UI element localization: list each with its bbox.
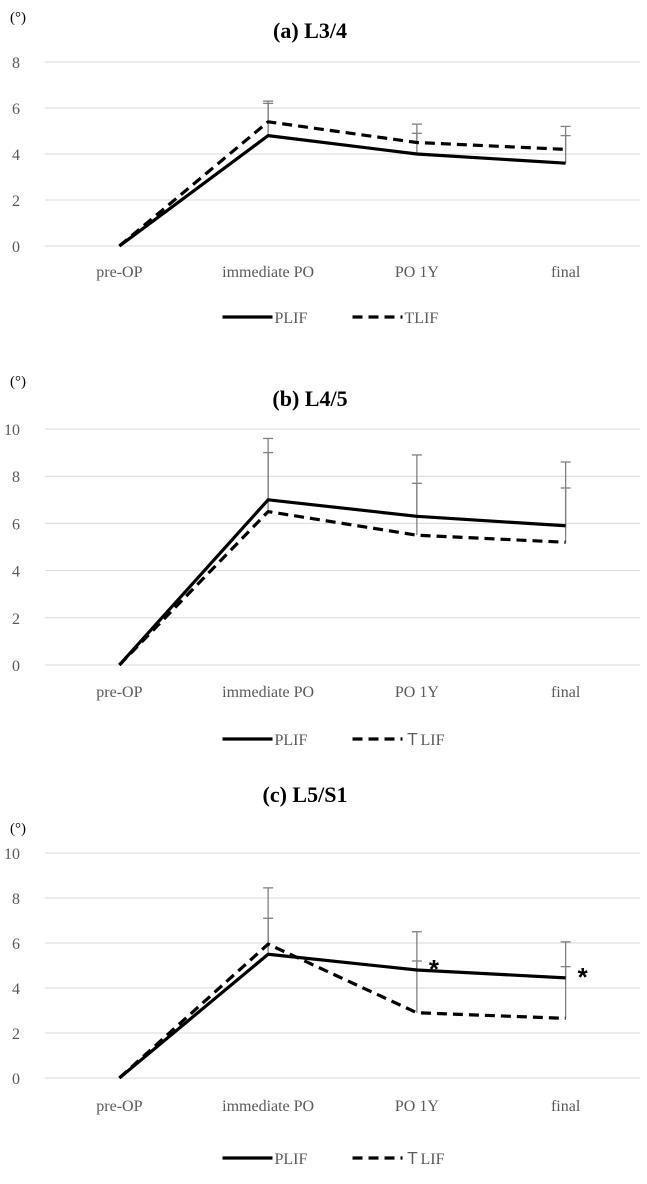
chart-title: (a) L3/4: [273, 18, 347, 43]
chart-title: (c) L5/S1: [263, 782, 348, 807]
y-tick-label: 4: [12, 147, 20, 164]
series-line-tlif: [118, 120, 566, 248]
y-tick-label: 10: [4, 846, 20, 863]
y-tick-label: 8: [12, 55, 20, 72]
chart-panel-2: (°) (b) L4/5 0 2 4 6 8 10 pre-OP immediate PO PO 1…: [4, 374, 640, 749]
x-tick-label: immediate PO: [222, 1098, 314, 1115]
y-tick-label: 0: [12, 1071, 20, 1088]
legend-label: PLIF: [275, 310, 308, 327]
y-tick-label: 4: [12, 564, 20, 581]
y-tick-label: 2: [12, 193, 20, 210]
y-tick-label: 10: [4, 422, 20, 439]
y-tick-label: 4: [12, 981, 20, 998]
y-tick-label: 8: [12, 469, 20, 486]
chart-panel-1: (°) (a) L3/4 0 2 4 6 8 pre-OP immediate PO PO 1Y f…: [10, 10, 640, 327]
legend-label: PLIF: [275, 1151, 308, 1168]
x-tick-label: PO 1Y: [395, 684, 439, 701]
chart-title: (b) L4/5: [272, 386, 347, 411]
series-line-plif: [118, 952, 566, 1080]
x-tick-label: pre-OP: [96, 684, 142, 701]
y-unit-label: (°): [10, 821, 26, 837]
y-tick-label: 2: [12, 611, 20, 628]
series-line-ｔlif: [118, 510, 566, 667]
legend-label: TLIF: [405, 310, 439, 327]
legend-label: PLIF: [275, 732, 308, 749]
y-tick-label: 6: [12, 516, 20, 533]
series-line-plif: [118, 134, 566, 248]
x-tick-label: pre-OP: [96, 1098, 142, 1115]
series-line-ｔlif: [118, 942, 566, 1080]
x-tick-label: immediate PO: [222, 684, 314, 701]
chart-panel-3: (°) (c) L5/S1 0 2 4 6 8 10 pre-OP immediate PO PO …: [4, 782, 640, 1168]
y-tick-label: 0: [12, 239, 20, 256]
x-tick-label: PO 1Y: [395, 1098, 439, 1115]
legend-label: ＴLIF: [405, 1151, 445, 1168]
x-tick-label: pre-OP: [96, 264, 142, 281]
y-tick-label: 0: [12, 658, 20, 675]
y-tick-label: 6: [12, 936, 20, 953]
x-tick-label: PO 1Y: [395, 264, 439, 281]
x-tick-label: immediate PO: [222, 264, 314, 281]
significance-star: *: [578, 962, 589, 992]
y-tick-label: 2: [12, 1026, 20, 1043]
y-tick-label: 8: [12, 891, 20, 908]
significance-star: *: [429, 954, 440, 984]
series-line-plif: [118, 498, 566, 667]
x-tick-label: final: [551, 684, 581, 701]
legend-label: ＴLIF: [405, 732, 445, 749]
x-tick-label: final: [551, 264, 581, 281]
y-unit-label: (°): [10, 10, 26, 26]
y-tick-label: 6: [12, 101, 20, 118]
x-tick-label: final: [551, 1098, 581, 1115]
y-unit-label: (°): [10, 374, 26, 390]
